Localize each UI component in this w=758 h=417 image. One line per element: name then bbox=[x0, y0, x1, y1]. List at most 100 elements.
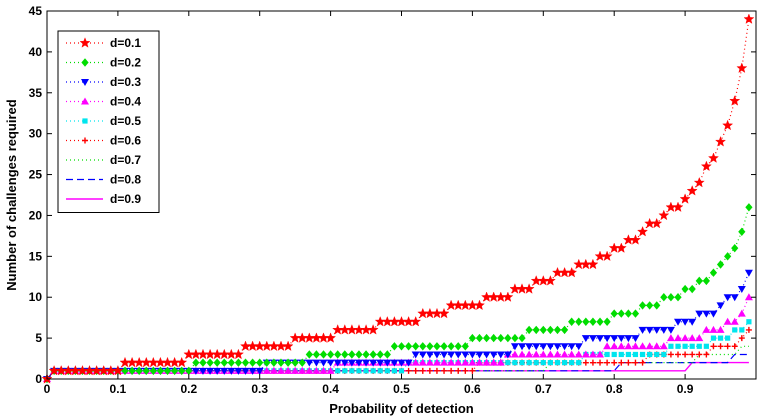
data-point bbox=[426, 342, 434, 351]
data-point bbox=[681, 334, 690, 342]
data-point bbox=[305, 359, 314, 367]
data-point bbox=[333, 359, 342, 367]
data-point bbox=[325, 332, 337, 343]
x-tick-label: 0.8 bbox=[606, 382, 623, 396]
series-d=0.8 bbox=[46, 353, 749, 380]
legend-marker bbox=[81, 58, 89, 67]
data-point bbox=[675, 351, 682, 358]
data-point bbox=[496, 351, 505, 359]
data-point bbox=[234, 358, 243, 367]
data-point bbox=[326, 366, 335, 374]
data-point bbox=[696, 343, 702, 349]
data-point bbox=[723, 294, 732, 302]
data-point bbox=[637, 226, 649, 237]
data-point bbox=[716, 302, 725, 310]
data-point bbox=[512, 360, 518, 366]
data-point bbox=[334, 350, 342, 359]
data-point bbox=[163, 366, 172, 376]
data-point bbox=[696, 351, 703, 358]
data-point bbox=[540, 360, 546, 366]
data-point bbox=[745, 326, 752, 333]
legend-entry: d=0.7 bbox=[66, 153, 141, 167]
data-point bbox=[440, 342, 448, 351]
data-point bbox=[533, 360, 539, 366]
data-point bbox=[604, 359, 611, 366]
x-tick-label: 0.7 bbox=[535, 382, 552, 396]
data-point bbox=[312, 350, 321, 359]
data-point bbox=[631, 335, 640, 343]
data-point bbox=[618, 351, 624, 358]
data-point bbox=[349, 368, 355, 374]
data-point bbox=[652, 342, 661, 350]
data-point bbox=[383, 350, 391, 359]
data-point bbox=[624, 335, 633, 343]
data-point bbox=[362, 359, 371, 367]
data-point bbox=[462, 367, 469, 374]
data-point bbox=[566, 266, 578, 278]
data-point bbox=[227, 358, 235, 367]
data-point bbox=[496, 358, 505, 366]
data-point bbox=[722, 119, 734, 131]
data-point bbox=[482, 358, 491, 366]
data-point bbox=[624, 342, 633, 350]
data-point bbox=[262, 366, 271, 374]
data-point bbox=[674, 293, 682, 302]
legend-entry: d=0.5 bbox=[66, 114, 141, 128]
data-point bbox=[596, 335, 605, 343]
data-point bbox=[171, 366, 179, 376]
data-point bbox=[567, 350, 576, 358]
data-point bbox=[707, 152, 719, 163]
data-point bbox=[575, 317, 583, 326]
data-point bbox=[149, 366, 157, 376]
data-point bbox=[220, 367, 229, 375]
series-d=0.1 bbox=[41, 13, 755, 384]
data-point bbox=[739, 327, 745, 333]
data-point bbox=[490, 333, 498, 343]
data-point bbox=[546, 325, 554, 335]
data-point bbox=[348, 350, 356, 359]
data-point bbox=[384, 368, 390, 374]
data-point bbox=[682, 343, 688, 349]
data-point bbox=[220, 358, 228, 367]
data-point bbox=[355, 350, 363, 359]
data-point bbox=[438, 307, 450, 319]
data-point bbox=[255, 367, 264, 375]
data-point bbox=[700, 160, 712, 172]
data-point bbox=[653, 301, 661, 310]
data-point bbox=[473, 299, 485, 311]
data-point bbox=[724, 252, 732, 261]
data-point bbox=[376, 350, 384, 359]
data-point bbox=[376, 359, 385, 367]
data-point bbox=[581, 350, 590, 358]
data-point bbox=[440, 358, 449, 366]
axis-ticks: 0 0.1 0.2 0.3 0.4 0.5 0.6 0.7 0.8 0.9 0 5 10 15 20 25 30… bbox=[29, 4, 756, 396]
data-point bbox=[574, 350, 583, 358]
data-point bbox=[730, 294, 739, 302]
data-point bbox=[468, 351, 477, 359]
data-point bbox=[639, 351, 646, 358]
data-point bbox=[185, 366, 193, 376]
x-tick-label: 0.9 bbox=[677, 382, 694, 396]
data-point bbox=[604, 351, 610, 358]
data-point bbox=[519, 360, 525, 366]
data-point bbox=[737, 309, 746, 317]
data-point bbox=[176, 356, 188, 368]
data-point bbox=[404, 342, 413, 351]
data-point bbox=[652, 326, 661, 334]
data-point bbox=[588, 350, 597, 358]
data-point bbox=[702, 310, 711, 318]
data-point bbox=[455, 367, 462, 374]
data-point bbox=[510, 343, 519, 351]
data-point bbox=[553, 343, 562, 351]
legend-label: d=0.6 bbox=[110, 134, 141, 148]
legend-label: d=0.2 bbox=[110, 56, 141, 70]
legend-entry: d=0.8 bbox=[66, 173, 141, 187]
data-point bbox=[561, 360, 568, 366]
data-point bbox=[689, 343, 695, 349]
legend-entry: d=0.2 bbox=[66, 56, 141, 70]
data-point bbox=[724, 343, 731, 350]
data-point bbox=[717, 343, 724, 350]
data-point bbox=[489, 358, 498, 366]
data-point bbox=[631, 342, 640, 350]
